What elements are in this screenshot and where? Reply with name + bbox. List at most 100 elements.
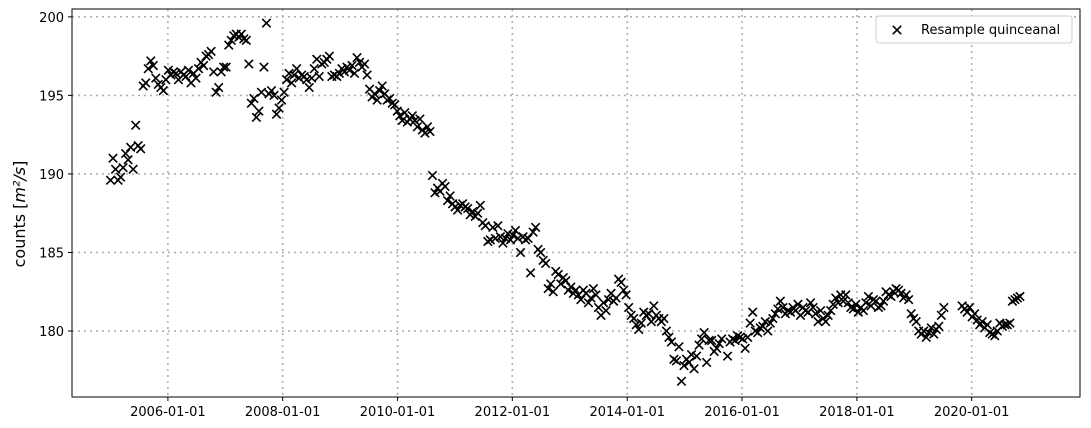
legend: Resample quinceanal xyxy=(875,15,1073,44)
data-point xyxy=(198,60,209,71)
data-point xyxy=(840,290,851,300)
data-point xyxy=(684,357,694,368)
y-tick-label: 185 xyxy=(39,246,64,261)
axis-ticks: 2006-01-01 2008-01-01 2010-01-01 2012-01-01… xyxy=(39,11,1009,420)
data-point xyxy=(929,329,939,339)
data-point xyxy=(261,18,272,28)
data-point xyxy=(628,313,639,324)
data-point xyxy=(878,296,889,306)
data-point xyxy=(525,268,536,278)
data-point xyxy=(633,324,644,335)
data-point xyxy=(377,81,387,91)
data-point xyxy=(221,62,231,72)
data-point xyxy=(805,297,816,308)
x-tick-label: 2014-01-01 xyxy=(589,405,665,420)
data-point xyxy=(843,297,854,308)
data-point xyxy=(425,126,435,137)
data-point xyxy=(148,60,159,71)
data-point xyxy=(730,335,740,346)
data-point xyxy=(830,293,841,303)
data-point xyxy=(372,95,382,105)
data-point xyxy=(886,291,896,302)
x-tick-label: 2016-01-01 xyxy=(704,405,780,420)
x-tick-label: 2018-01-01 xyxy=(819,405,895,420)
data-point xyxy=(515,247,526,258)
data-point xyxy=(369,89,380,99)
data-point xyxy=(523,233,533,244)
data-point xyxy=(823,310,833,321)
data-point xyxy=(1015,291,1025,302)
data-point xyxy=(858,305,869,316)
data-point xyxy=(964,302,975,313)
data-point xyxy=(181,71,191,82)
data-point xyxy=(716,334,727,344)
data-point xyxy=(427,170,438,181)
data-point xyxy=(276,95,287,105)
data-point xyxy=(223,40,234,50)
data-point xyxy=(763,326,773,336)
data-point xyxy=(505,235,516,245)
data-point xyxy=(528,227,538,237)
data-point xyxy=(740,343,750,354)
data-point xyxy=(412,122,423,132)
data-point xyxy=(661,326,672,336)
data-point xyxy=(128,164,138,174)
data-point xyxy=(848,304,859,314)
y-tick-label: 180 xyxy=(39,325,64,340)
data-point xyxy=(674,341,684,352)
data-point xyxy=(244,59,254,69)
data-point xyxy=(384,93,395,104)
data-point xyxy=(770,308,781,319)
y-axis-label: counts [m²/s] xyxy=(10,161,29,268)
data-point xyxy=(664,332,674,343)
data-point xyxy=(699,327,709,338)
data-point xyxy=(374,85,385,96)
data-point xyxy=(588,283,599,294)
legend-label: Resample quinceanal xyxy=(921,23,1060,38)
data-point xyxy=(105,175,116,185)
data-point xyxy=(123,155,133,165)
data-point xyxy=(601,305,611,316)
data-point xyxy=(108,153,118,163)
data-point xyxy=(701,357,712,368)
x-tick-label: 2020-01-01 xyxy=(934,405,1010,420)
data-point xyxy=(344,65,355,76)
data-point xyxy=(714,338,724,349)
x-tick-label: 2006-01-01 xyxy=(130,405,206,420)
data-point xyxy=(535,247,546,258)
data-point xyxy=(208,67,219,77)
legend-x-icon xyxy=(892,25,902,35)
data-point xyxy=(711,343,722,354)
data-point xyxy=(810,308,821,319)
data-point xyxy=(211,87,221,98)
data-point xyxy=(815,305,826,316)
data-point xyxy=(475,200,486,211)
data-point xyxy=(274,103,284,113)
x-tick-label: 2008-01-01 xyxy=(245,405,321,420)
data-point xyxy=(135,144,146,154)
data-point xyxy=(676,376,687,387)
data-point xyxy=(440,181,450,192)
data-marks xyxy=(105,18,1025,387)
data-point xyxy=(158,85,169,96)
data-point xyxy=(598,297,609,308)
data-point xyxy=(863,291,874,302)
data-point xyxy=(901,290,911,300)
y-tick-label: 200 xyxy=(39,11,64,26)
data-point xyxy=(813,316,823,327)
data-point xyxy=(206,46,216,57)
data-point xyxy=(793,299,803,310)
data-point xyxy=(422,122,433,132)
data-point xyxy=(936,310,947,321)
grid-layer xyxy=(72,9,1080,397)
data-point xyxy=(130,120,141,131)
data-point xyxy=(415,114,425,124)
data-point xyxy=(510,225,521,236)
data-point xyxy=(876,301,886,311)
data-point xyxy=(392,106,403,116)
data-point xyxy=(706,335,717,346)
data-point xyxy=(571,285,581,295)
data-point xyxy=(555,279,566,289)
data-point xyxy=(472,208,483,218)
